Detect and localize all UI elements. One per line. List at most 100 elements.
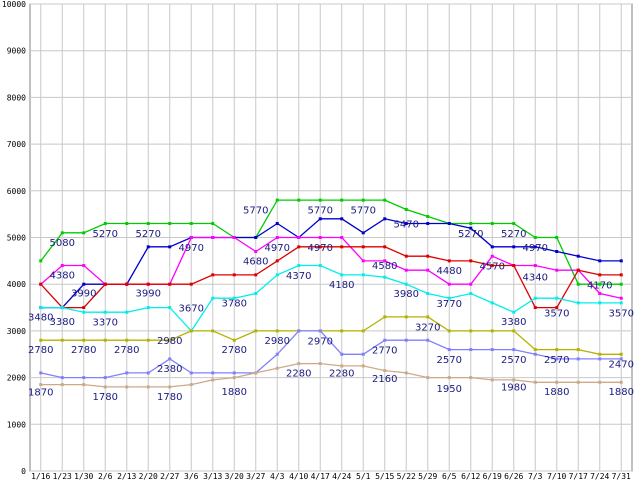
data-point [469,329,473,333]
data-point [232,273,236,277]
x-tick-label: 3/20 [225,472,244,480]
x-tick-label: 2/13 [117,472,136,480]
data-point [404,221,408,225]
data-point [275,273,279,277]
data-point [361,352,365,356]
data-point [103,385,107,389]
data-label: 3570 [609,308,634,319]
data-point [576,380,580,384]
data-point [297,329,301,333]
data-point [555,250,559,254]
data-label: 5470 [394,220,419,231]
data-point [168,338,172,342]
data-point [146,306,150,310]
data-point [555,348,559,352]
data-point [211,273,215,277]
data-point [232,338,236,342]
data-point [168,282,172,286]
data-point [297,264,301,268]
data-point [619,352,623,356]
series-line-5 [40,316,622,355]
data-label: 1780 [157,392,182,403]
data-point [361,259,365,263]
data-point [168,221,172,225]
data-point [254,292,258,296]
x-tick-label: 4/24 [332,472,351,480]
data-label: 1870 [28,388,53,399]
data-point [447,221,451,225]
data-point [340,364,344,368]
data-point [275,236,279,239]
data-point [254,236,258,239]
series-line-7 [40,362,622,388]
data-point [598,301,602,305]
data-point [447,329,451,333]
data-point [533,296,537,300]
data-point [619,259,623,263]
data-point [168,245,172,249]
x-tick-label: 5/1 [356,472,371,480]
data-point [254,250,258,254]
data-label: 5080 [50,238,75,249]
x-tick-label: 3/13 [203,472,222,480]
data-label: 2470 [609,360,634,371]
data-point [318,236,322,239]
data-point [211,236,215,239]
data-label: 2160 [372,374,397,385]
data-point [232,236,236,239]
data-point [533,236,537,239]
data-point [447,296,451,300]
x-tick-label: 5/15 [375,472,394,480]
data-point [254,371,258,375]
x-tick-label: 5/29 [418,472,437,480]
data-label: 2570 [501,355,526,366]
data-label: 1980 [501,383,526,394]
data-point [555,296,559,300]
data-point [619,296,623,300]
data-label: 4480 [437,266,462,277]
data-point [490,329,494,333]
data-point [361,198,365,202]
data-point [383,338,387,342]
data-point [469,292,473,296]
data-point [361,364,365,368]
data-label: 3670 [179,304,204,315]
data-label: 5270 [93,229,118,240]
data-point [211,221,215,225]
x-tick-label: 7/10 [547,472,566,480]
data-point [232,296,236,300]
data-point [211,329,215,333]
data-point [404,207,408,211]
data-point [60,306,64,310]
data-point [619,380,623,384]
data-point [469,259,473,263]
x-tick-label: 6/5 [442,472,457,480]
data-point [576,357,580,361]
data-label: 3380 [50,317,75,328]
x-tick-label: 6/12 [461,472,480,480]
data-label: 1880 [222,387,247,398]
data-label: 2970 [308,336,333,347]
data-point [340,236,344,239]
x-tick-label: 2/27 [160,472,179,480]
data-point [297,236,301,239]
data-point [555,380,559,384]
x-tick-label: 2/20 [139,472,158,480]
data-point [146,221,150,225]
data-label: 4970 [523,243,548,254]
data-point [39,306,43,310]
series-line-3 [40,246,622,309]
data-point [146,385,150,389]
data-label: 3480 [28,312,53,323]
data-point [340,352,344,356]
data-point [361,231,365,235]
x-tick-label: 7/24 [590,472,609,480]
data-point [576,282,580,286]
data-point [404,268,408,272]
data-label: 3770 [437,299,462,310]
data-label: 4180 [329,280,354,291]
data-label: 5770 [351,206,376,217]
data-point [146,338,150,342]
data-point [82,264,86,268]
